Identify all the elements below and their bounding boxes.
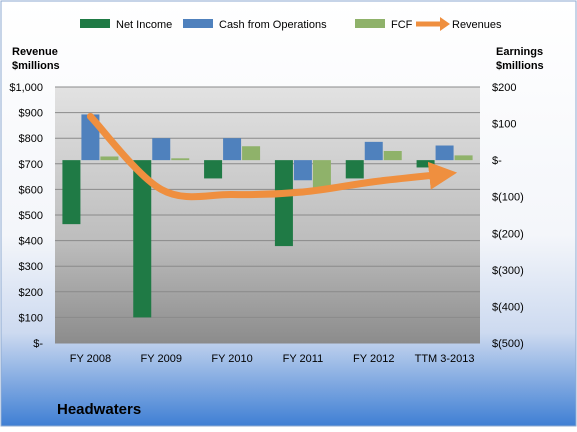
right-tick-label: $(200) — [492, 228, 524, 240]
left-tick-label: $700 — [19, 159, 43, 171]
right-tick-label: $(400) — [492, 301, 524, 313]
left-tick-label: $- — [33, 338, 43, 350]
fcf-bar — [383, 151, 402, 161]
left-tick-label: $900 — [19, 108, 43, 120]
gridlines — [55, 86, 480, 344]
chart-title: Headwaters — [57, 401, 141, 418]
legend-swatch-fcf — [355, 19, 385, 28]
left-axis-label-line1: Revenue — [12, 46, 58, 58]
right-tick-label: $(300) — [492, 265, 524, 277]
cash-from-operations-bar — [293, 160, 312, 181]
fcf-bar — [242, 146, 261, 161]
bars-group — [62, 114, 473, 318]
left-tick-label: $1,000 — [9, 82, 43, 94]
cash-from-operations-bar — [152, 138, 171, 161]
right-axis-label-line2: $millions — [496, 60, 544, 72]
right-tick-label: $(100) — [492, 192, 524, 204]
x-tick-label: TTM 3-2013 — [415, 353, 475, 365]
cash-from-operations-bar — [223, 138, 242, 161]
net-income-bar — [62, 160, 81, 225]
right-axis-label-line1: Earnings — [496, 46, 543, 58]
left-axis-label-line2: $millions — [12, 60, 60, 72]
right-tick-label: $100 — [492, 119, 516, 131]
legend-label-cash-from-operations: Cash from Operations — [219, 19, 327, 31]
net-income-bar — [133, 160, 152, 318]
fcf-bar — [100, 156, 119, 161]
legend-arrow-icon — [440, 17, 450, 31]
x-tick-label: FY 2011 — [283, 353, 324, 365]
left-tick-label: $600 — [19, 184, 43, 196]
fcf-bar — [312, 160, 331, 190]
revenues-line — [86, 112, 458, 201]
left-tick-label: $400 — [19, 236, 43, 248]
right-tick-label: $(500) — [492, 338, 524, 350]
fcf-bar — [171, 158, 190, 161]
legend-label-net-income: Net Income — [116, 19, 172, 31]
cash-from-operations-bar — [364, 141, 383, 161]
cash-from-operations-bar — [435, 145, 454, 161]
x-tick-label: FY 2012 — [353, 353, 394, 365]
legend: Net Income Cash from Operations FCF Revenue… — [80, 17, 502, 31]
legend-swatch-cash-from-operations — [183, 19, 213, 28]
fcf-bar — [454, 155, 473, 161]
right-axis-ticks: $200 $100 $- $(100) $(200) $(300) $(400) $(500) — [492, 82, 524, 350]
net-income-bar — [204, 160, 223, 179]
left-axis-ticks: $- $100 $200 $300 $400 $500 $600 $700 $800 $900 $1… — [9, 82, 43, 350]
left-tick-label: $200 — [19, 287, 43, 299]
left-tick-label: $800 — [19, 133, 43, 145]
net-income-bar — [274, 160, 293, 247]
left-tick-label: $300 — [19, 261, 43, 273]
x-tick-label: FY 2008 — [70, 353, 111, 365]
x-tick-label: FY 2010 — [211, 353, 252, 365]
legend-label-fcf: FCF — [391, 19, 413, 31]
x-axis-ticks: FY 2008 FY 2009 FY 2010 FY 2011 FY 2012 TTM 3… — [70, 353, 475, 365]
revenue-line-group — [86, 112, 458, 201]
right-tick-label: $- — [492, 155, 502, 167]
right-tick-label: $200 — [492, 82, 516, 94]
left-tick-label: $500 — [19, 210, 43, 222]
net-income-bar — [416, 160, 435, 168]
left-tick-label: $100 — [19, 312, 43, 324]
net-income-bar — [345, 160, 364, 179]
x-tick-label: FY 2009 — [141, 353, 182, 365]
legend-label-revenues: Revenues — [452, 19, 502, 31]
legend-swatch-net-income — [80, 19, 110, 28]
